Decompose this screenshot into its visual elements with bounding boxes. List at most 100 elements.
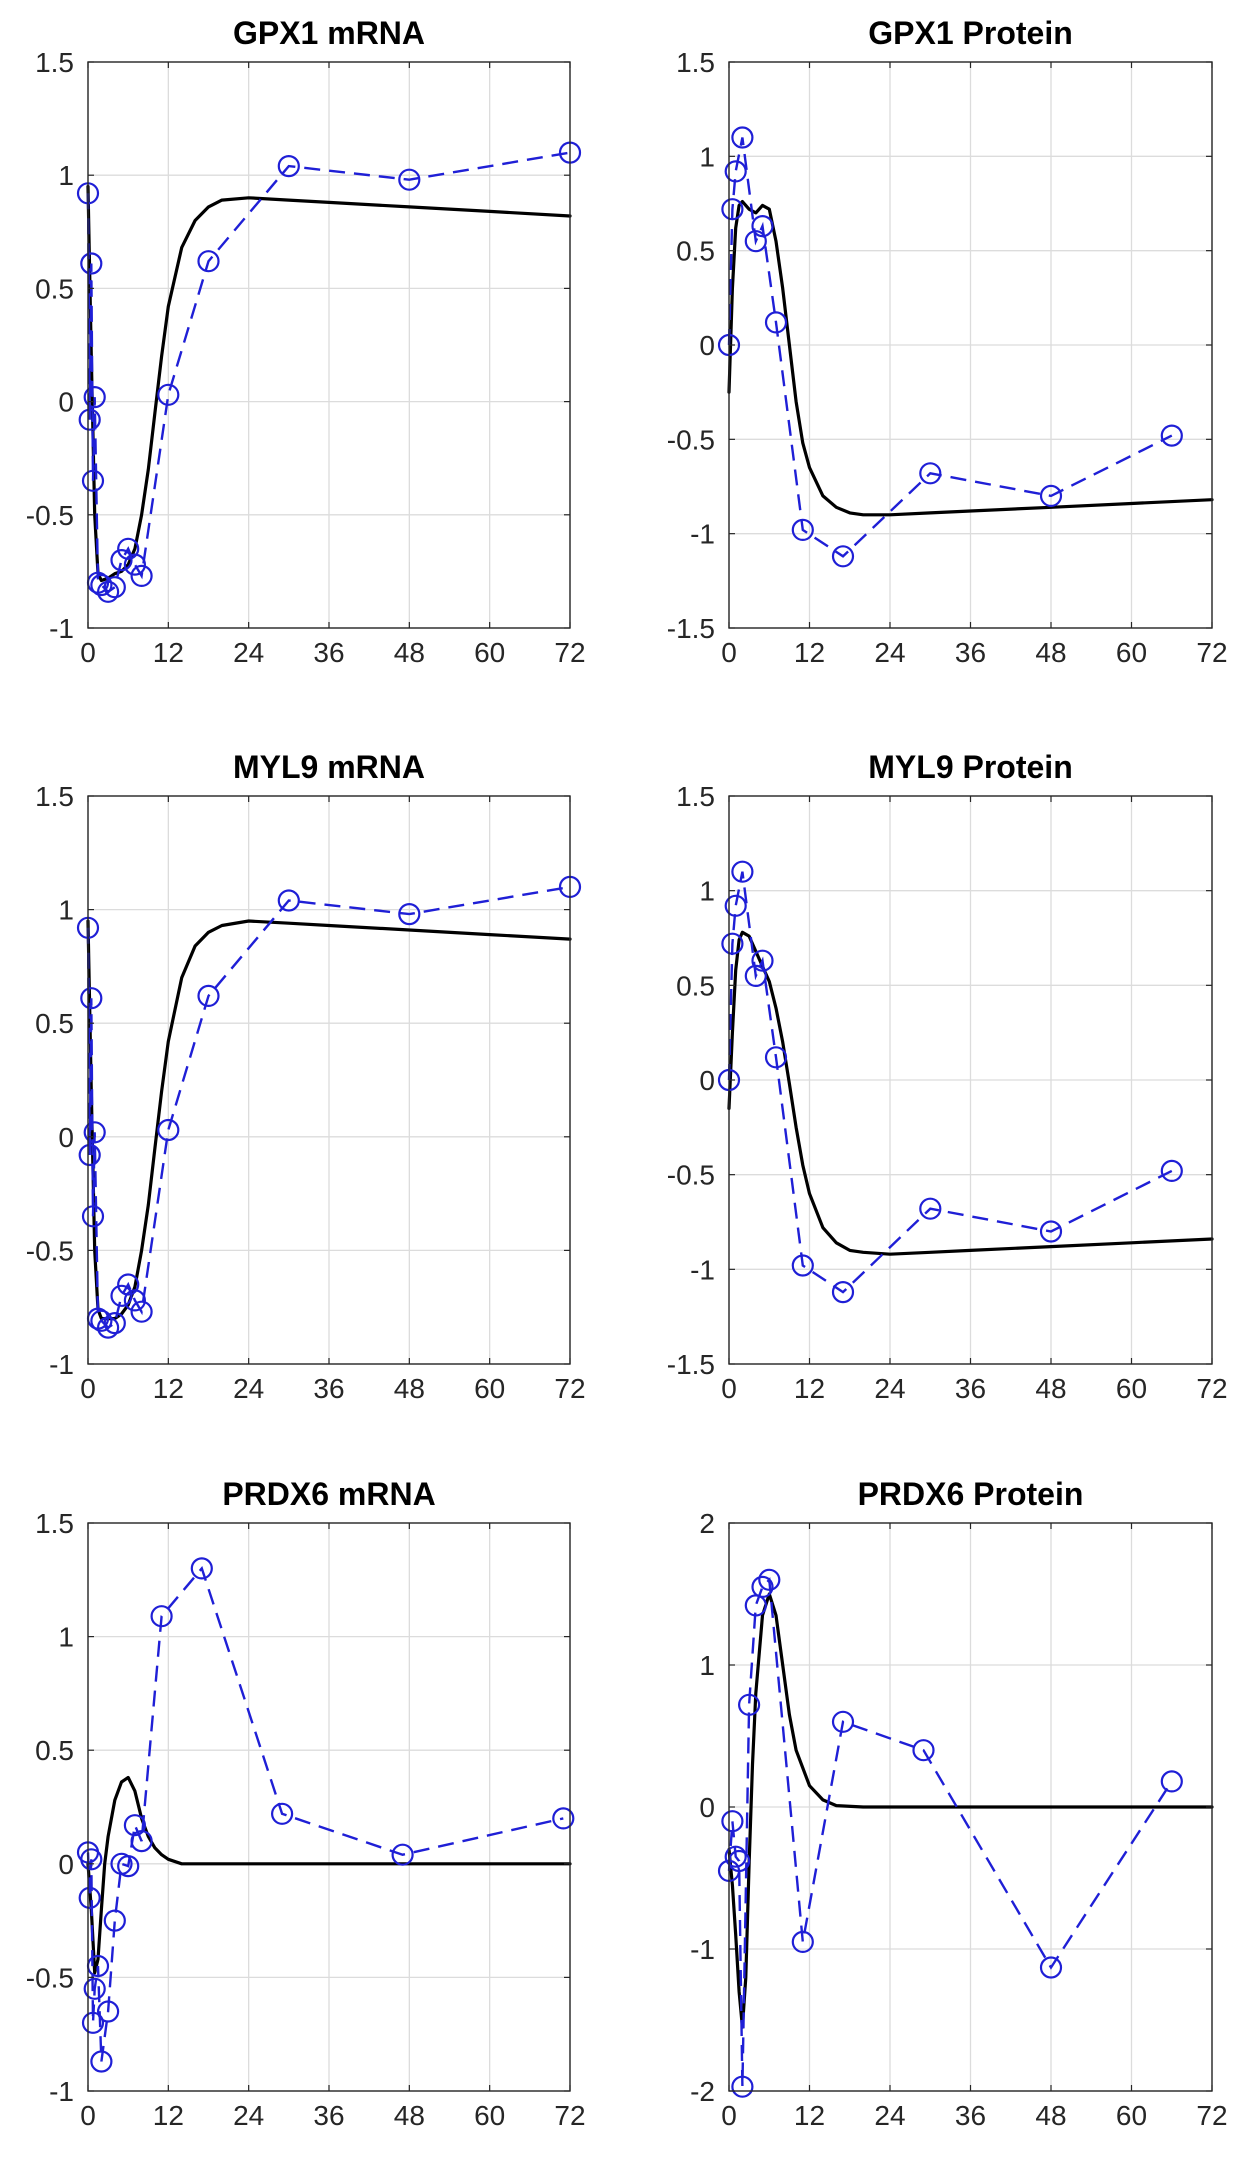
data-point [80,1848,103,1871]
x-tick-label: 12 [794,1373,825,1404]
data-point [96,1316,120,1339]
data-point [764,1046,788,1069]
fit-line [86,184,572,583]
data-point [90,573,113,597]
y-tick-label: 1.5 [35,47,74,78]
data-point [78,408,101,431]
data-point [721,1810,744,1833]
data-point [157,383,180,406]
data-point [831,1710,855,1733]
x-tick-label: 48 [1035,2100,1066,2131]
data-point [758,1568,781,1591]
data-point [96,2000,120,2023]
data-point [96,580,120,603]
x-tick-label: 0 [721,1373,737,1404]
x-tick-label: 0 [721,637,737,668]
data-point [197,250,220,273]
data-point [731,2075,754,2098]
y-tick-label: -0.5 [26,1235,74,1266]
chart-title: MYL9 Protein [868,749,1072,785]
data-point [737,1693,761,1716]
data-point [81,469,105,492]
y-tick-label: 2 [699,1508,715,1539]
data-point [919,1197,942,1220]
x-tick-label: 0 [721,2100,737,2131]
data-point [110,1284,133,1307]
x-tick-label: 24 [233,1373,264,1404]
data-point [731,126,754,149]
x-tick-label: 36 [955,637,986,668]
x-tick-label: 60 [1116,637,1147,668]
x-tick-label: 48 [394,1373,425,1404]
data-point [80,987,103,1010]
data-point [751,949,774,972]
y-tick-label: 1.5 [676,781,715,812]
fit-line [86,919,572,1321]
data-point [764,311,788,334]
y-tick-label: 0.5 [676,236,715,267]
y-tick-label: -1 [690,1254,715,1285]
data-point [83,386,106,409]
chart-title: GPX1 mRNA [233,15,425,51]
data-point [130,564,153,588]
data-point [744,230,767,253]
x-tick-label: 24 [233,637,264,668]
data-point [103,1311,126,1335]
x-tick-label: 48 [1035,637,1066,668]
fit-line [727,200,1214,517]
y-tick-label: -0.5 [667,424,715,455]
x-tick-label: 0 [80,2100,96,2131]
x-tick-label: 24 [233,2100,264,2131]
data-point [117,537,140,560]
x-tick-label: 48 [394,637,425,668]
chart-panel: 0 12 24 36 48 60 72 -1 -0.5 0 0.5 1 1.5 MYL9 mRNA [26,749,586,1404]
y-tick-label: 1.5 [35,781,74,812]
x-tick-label: 60 [1116,2100,1147,2131]
y-tick-label: 1 [699,1650,715,1681]
data-point [552,1807,575,1830]
data-point [110,548,133,572]
data-point [90,2050,113,2073]
data-point [744,964,767,988]
y-tick-label: 1.5 [35,1508,74,1539]
data-point [1160,1159,1183,1183]
x-tick-label: 72 [1196,2100,1227,2131]
x-tick-label: 72 [1196,637,1227,668]
x-tick-label: 36 [313,637,344,668]
y-tick-label: -1 [49,1349,74,1380]
data-point [277,889,300,912]
y-tick-label: 1 [58,895,74,926]
data-point [123,553,146,576]
x-tick-label: 36 [313,1373,344,1404]
x-tick-label: 36 [955,1373,986,1404]
x-tick-label: 48 [1035,1373,1066,1404]
y-tick-label: -0.5 [26,1962,74,1993]
data-point [751,1575,774,1599]
data-point [130,1829,153,1853]
data-line [86,151,571,594]
data-point [919,462,942,485]
data-point [81,1205,105,1228]
x-tick-label: 36 [955,2100,986,2131]
fit-line [727,930,1214,1256]
series-group [717,126,1214,568]
x-tick-label: 60 [1116,1373,1147,1404]
data-point [1160,1770,1183,1793]
x-tick-label: 60 [474,2100,505,2131]
data-point [724,160,747,183]
data-point [391,1843,414,1866]
x-tick-label: 72 [554,637,585,668]
data-point [1039,1956,1063,1979]
y-tick-label: 0 [699,1065,715,1096]
data-point [912,1739,935,1762]
data-point [751,215,774,238]
chart-title: PRDX6 mRNA [222,1476,435,1512]
x-tick-label: 48 [394,2100,425,2131]
y-tick-label: -1.5 [667,613,715,644]
data-point [731,860,754,883]
y-tick-label: 0.5 [676,970,715,1001]
y-tick-label: 0 [58,387,74,418]
data-point [724,1845,747,1868]
y-tick-label: 1 [699,876,715,907]
